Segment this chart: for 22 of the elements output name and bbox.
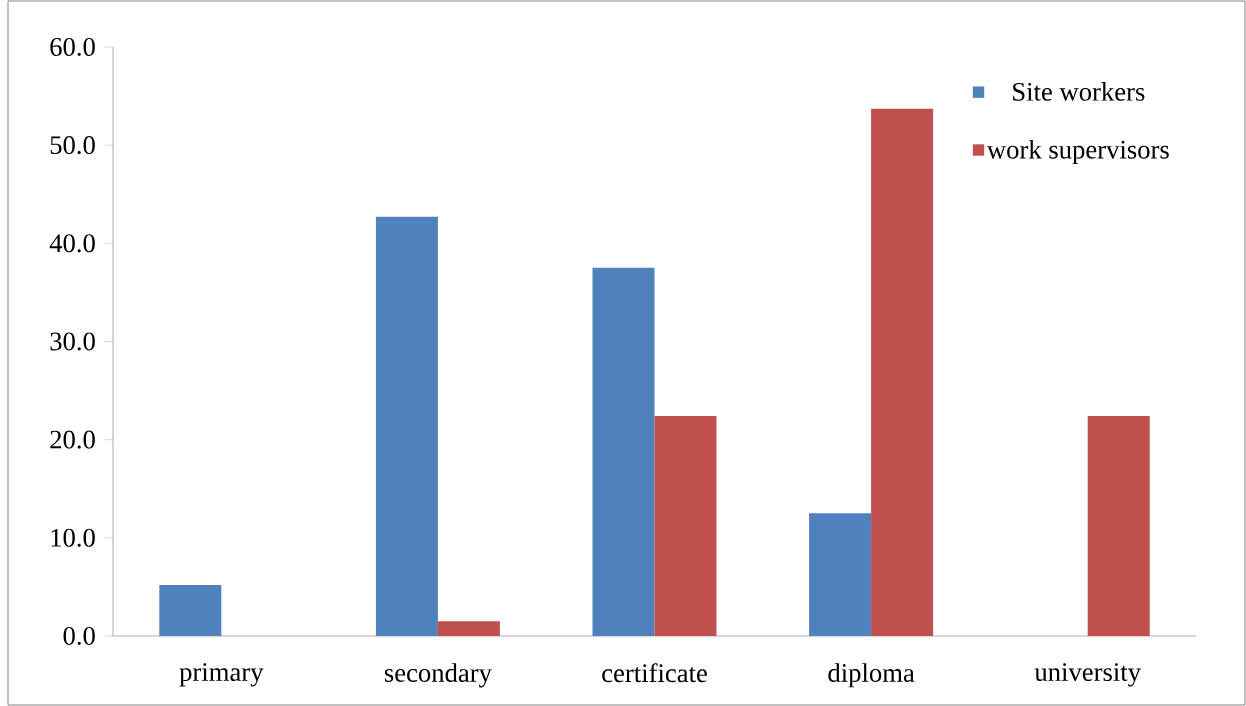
bar [159,584,222,636]
bar [437,621,500,636]
y-tick-label: 20.0 [50,430,95,449]
y-tick-label: 50.0 [50,136,95,155]
bar [1087,416,1150,636]
x-tick-label: certificate [602,663,707,683]
bar [809,513,872,636]
bar [871,108,934,636]
bar [654,416,717,636]
y-tick-label: 10.0 [51,528,95,547]
x-tick-label: university [1034,663,1141,687]
y-tick-label: 40.0 [49,234,95,253]
legend-label: Site workers [1013,82,1145,101]
y-tick-label: 30.0 [50,332,95,351]
y-tick-label: 0.0 [63,626,95,646]
x-tick-label: diploma [828,663,915,688]
x-tick-label: secondary [384,663,492,688]
x-tick-label: primary [179,663,264,687]
y-tick-label: 60.0 [50,37,95,57]
bar [375,216,438,636]
bar [592,267,655,636]
legend-label: work supervisors [986,139,1169,165]
